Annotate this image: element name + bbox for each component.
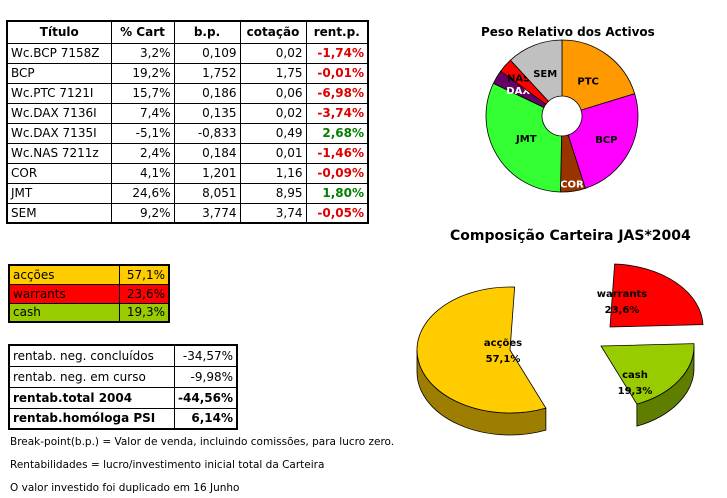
donut-label-cor: COR: [560, 179, 584, 190]
donut-label-dax: DAX: [506, 86, 530, 97]
cell-rent: -1,74%: [305, 42, 369, 64]
performance-row: rentab.total 2004 -44,56%: [8, 386, 238, 409]
cell-titulo: Wc.BCP 7158Z: [6, 42, 112, 64]
holdings-table: Título % Cart b.p. cotação rent.p. Wc.BC…: [6, 20, 369, 224]
performance-body: rentab. neg. concluídos -34,57% rentab. ne…: [8, 344, 238, 430]
header-rent: rent.p.: [305, 20, 369, 44]
pie3d-label-2: cash: [622, 370, 648, 381]
performance-value: -44,56%: [173, 386, 238, 409]
donut-slice-bcp: [567, 93, 639, 189]
table-row: Wc.BCP 7158Z 3,2% 0,109 0,02 -1,74%: [6, 42, 369, 64]
allocation-value: 57,1%: [118, 264, 170, 285]
donut-slice-jmt: [485, 82, 563, 193]
holdings-body: Wc.BCP 7158Z 3,2% 0,109 0,02 -1,74% BCP 19,2% 1…: [6, 42, 369, 224]
performance-value: 6,14%: [173, 407, 238, 430]
allocation-value: 19,3%: [118, 302, 170, 323]
note-breakpoint: Break-point(b.p.) = Valor de venda, incl…: [10, 436, 395, 448]
cell-bp: 0,109: [173, 42, 241, 64]
header-titulo: Título: [6, 20, 112, 44]
pie3d-chart-title: Composição Carteira JAS*2004: [450, 228, 691, 244]
allocation-row: cash 19,3%: [8, 302, 170, 323]
donut-slice-sem: [509, 39, 563, 102]
performance-label: rentab.total 2004: [8, 386, 175, 409]
table-row: COR 4,1% 1,201 1,16 -0,09%: [6, 162, 369, 184]
table-row: Wc.DAX 7136I 7,4% 0,135 0,02 -3,74%: [6, 102, 369, 124]
cell-bp: 1,752: [173, 62, 241, 84]
cell-titulo: Wc.PTC 7121I: [6, 82, 112, 104]
cell-titulo: Wc.DAX 7136I: [6, 102, 112, 124]
performance-label: rentab.homóloga PSI: [8, 407, 175, 430]
cell-bp: 3,774: [173, 202, 241, 224]
pie3d-slice-0: [416, 286, 547, 414]
allocation-body: acções 57,1% warrants 23,6% cash 19,3%: [8, 264, 170, 323]
table-row: Wc.PTC 7121I 15,7% 0,186 0,06 -6,98%: [6, 82, 369, 104]
allocation-value: 23,6%: [118, 283, 170, 304]
cell-cart: 3,2%: [110, 42, 175, 64]
donut-slice-ptc: [561, 39, 636, 111]
note-valor-investido: O valor investido foi duplicado em 16 Ju…: [10, 482, 240, 494]
allocation-table: acções 57,1% warrants 23,6% cash 19,3%: [8, 264, 170, 323]
pie3d-label-1: warrants: [597, 289, 647, 300]
table-row: BCP 19,2% 1,752 1,75 -0,01%: [6, 62, 369, 84]
cell-cart: 15,7%: [110, 82, 175, 104]
donut-label-sem: SEM: [533, 69, 557, 80]
cell-titulo: Wc.DAX 7135I: [6, 122, 112, 144]
performance-row: rentab. neg. concluídos -34,57%: [8, 344, 238, 367]
performance-table: rentab. neg. concluídos -34,57% rentab. ne…: [8, 344, 238, 430]
pie3d-value-1: 23,6%: [605, 305, 640, 316]
performance-label: rentab. neg. concluídos: [8, 344, 175, 367]
table-row: Wc.NAS 7211z 2,4% 0,184 0,01 -1,46%: [6, 142, 369, 164]
allocation-label: warrants: [8, 283, 120, 304]
pie3d-value-2: 19,3%: [618, 386, 653, 397]
table-row: JMT 24,6% 8,051 8,95 1,80%: [6, 182, 369, 204]
cell-cotacao: 0,02: [239, 102, 307, 124]
cell-cotacao: 0,06: [239, 82, 307, 104]
cell-bp: -0,833: [173, 122, 241, 144]
cell-cart: 4,1%: [110, 162, 175, 184]
pie3d-label-0: acções: [484, 338, 522, 349]
pie3d-value-0: 57,1%: [486, 354, 521, 365]
table-row: SEM 9,2% 3,774 3,74 -0,05%: [6, 202, 369, 224]
cell-cart: 2,4%: [110, 142, 175, 164]
cell-rent: -0,01%: [305, 62, 369, 84]
donut-label-bcp: BCP: [595, 135, 617, 146]
donut-label-nas: NAS: [507, 73, 530, 84]
allocation-row: warrants 23,6%: [8, 283, 170, 304]
table-row: Wc.DAX 7135I -5,1% -0,833 0,49 2,68%: [6, 122, 369, 144]
cell-cart: 9,2%: [110, 202, 175, 224]
donut-chart-title: Peso Relativo dos Activos: [481, 25, 655, 39]
note-rentabilidades: Rentabilidades = lucro/investimento inic…: [10, 459, 325, 471]
donut-label-jmt: JMT: [515, 134, 537, 145]
performance-value: -9,98%: [173, 365, 238, 388]
cell-titulo: Wc.NAS 7211z: [6, 142, 112, 164]
donut-label-ptc: PTC: [577, 77, 599, 88]
cell-titulo: BCP: [6, 62, 112, 84]
cell-titulo: SEM: [6, 202, 112, 224]
pie3d-slice-1: [609, 263, 704, 328]
cell-rent: -0,05%: [305, 202, 369, 224]
cell-cart: 24,6%: [110, 182, 175, 204]
pie3d-slice-2: [600, 343, 695, 405]
performance-row: rentab.homóloga PSI 6,14%: [8, 407, 238, 430]
